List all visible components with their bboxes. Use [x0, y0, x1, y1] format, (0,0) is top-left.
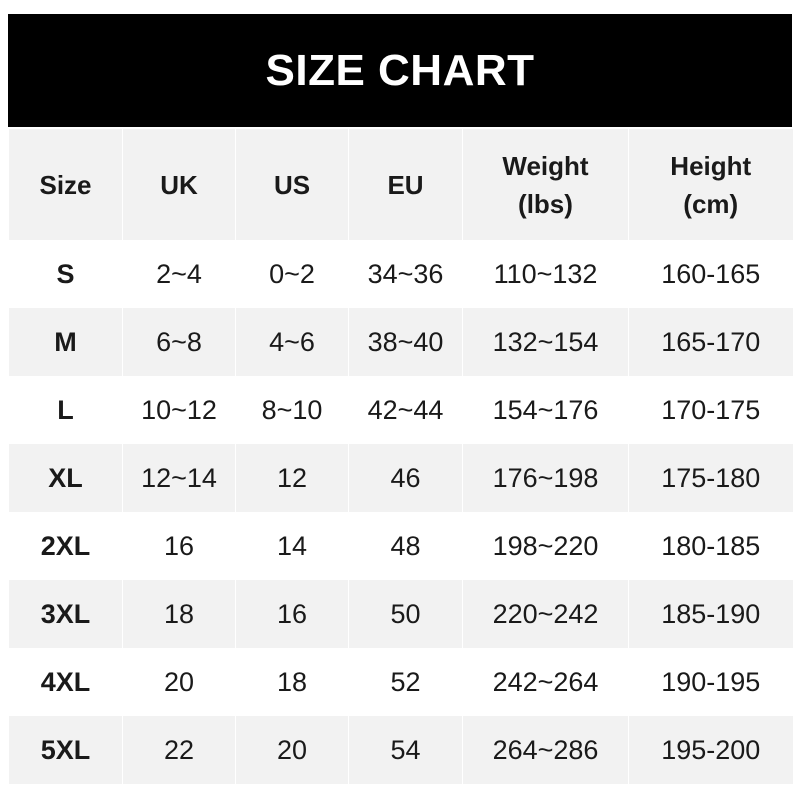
- table-cell: 195-200: [628, 716, 793, 784]
- table-cell: 180-185: [628, 512, 793, 580]
- table-cell: 10~12: [122, 376, 236, 444]
- column-header-text: Height: [670, 150, 752, 181]
- size-chart-table: Size UK US EU Weight (lbs) Height (cm) S 2~4 0~2 3…: [8, 129, 793, 784]
- table-row: 5XL 22 20 54 264~286 195-200: [8, 716, 793, 784]
- size-cell: XL: [8, 444, 123, 512]
- table-cell: 264~286: [462, 716, 629, 784]
- header-row: Size UK US EU Weight (lbs) Height (cm): [8, 129, 793, 240]
- table-cell: 18: [122, 580, 236, 648]
- size-cell: 3XL: [8, 580, 123, 648]
- column-header-text: UK: [160, 169, 198, 200]
- table-cell: 42~44: [348, 376, 463, 444]
- table-cell: 132~154: [462, 308, 629, 376]
- table-cell: 4~6: [235, 308, 349, 376]
- table-row: M 6~8 4~6 38~40 132~154 165-170: [8, 308, 793, 376]
- table-cell: 8~10: [235, 376, 349, 444]
- size-cell: 5XL: [8, 716, 123, 784]
- page-title: SIZE CHART: [8, 14, 792, 127]
- table-row: 3XL 18 16 50 220~242 185-190: [8, 580, 793, 648]
- table-cell: 52: [348, 648, 463, 716]
- table-cell: 242~264: [462, 648, 629, 716]
- table-row: S 2~4 0~2 34~36 110~132 160-165: [8, 240, 793, 308]
- table-cell: 185-190: [628, 580, 793, 648]
- table-cell: 46: [348, 444, 463, 512]
- size-cell: 2XL: [8, 512, 123, 580]
- table-cell: 18: [235, 648, 349, 716]
- column-header-text: (cm): [683, 188, 739, 219]
- column-header: US: [235, 129, 349, 240]
- column-header: EU: [348, 129, 463, 240]
- table-cell: 175-180: [628, 444, 793, 512]
- table-cell: 170-175: [628, 376, 793, 444]
- table-cell: 14: [235, 512, 349, 580]
- table-row: L 10~12 8~10 42~44 154~176 170-175: [8, 376, 793, 444]
- table-cell: 22: [122, 716, 236, 784]
- column-header: UK: [122, 129, 236, 240]
- table-cell: 198~220: [462, 512, 629, 580]
- table-row: 4XL 20 18 52 242~264 190-195: [8, 648, 793, 716]
- table-cell: 110~132: [462, 240, 629, 308]
- table-cell: 20: [235, 716, 349, 784]
- size-cell: L: [8, 376, 123, 444]
- table-cell: 16: [122, 512, 236, 580]
- table-cell: 6~8: [122, 308, 236, 376]
- column-header: Size: [8, 129, 123, 240]
- table-row: XL 12~14 12 46 176~198 175-180: [8, 444, 793, 512]
- table-cell: 176~198: [462, 444, 629, 512]
- table-cell: 48: [348, 512, 463, 580]
- column-header-text: Size: [39, 169, 92, 200]
- table-cell: 20: [122, 648, 236, 716]
- table-cell: 0~2: [235, 240, 349, 308]
- table-cell: 38~40: [348, 308, 463, 376]
- table-cell: 12~14: [122, 444, 236, 512]
- size-cell: S: [8, 240, 123, 308]
- size-cell: 4XL: [8, 648, 123, 716]
- column-header: Weight (lbs): [462, 129, 629, 240]
- table-cell: 160-165: [628, 240, 793, 308]
- table-cell: 34~36: [348, 240, 463, 308]
- table-cell: 50: [348, 580, 463, 648]
- column-header-text: Weight: [502, 150, 589, 181]
- table-cell: 12: [235, 444, 349, 512]
- table-cell: 165-170: [628, 308, 793, 376]
- column-header-text: US: [273, 169, 311, 200]
- table-cell: 220~242: [462, 580, 629, 648]
- table-row: 2XL 16 14 48 198~220 180-185: [8, 512, 793, 580]
- column-header: Height (cm): [628, 129, 793, 240]
- table-cell: 154~176: [462, 376, 629, 444]
- table-cell: 2~4: [122, 240, 236, 308]
- column-header-text: EU: [387, 169, 424, 200]
- table-cell: 190-195: [628, 648, 793, 716]
- table-cell: 16: [235, 580, 349, 648]
- column-header-text: (lbs): [518, 188, 573, 219]
- table-cell: 54: [348, 716, 463, 784]
- size-cell: M: [8, 308, 123, 376]
